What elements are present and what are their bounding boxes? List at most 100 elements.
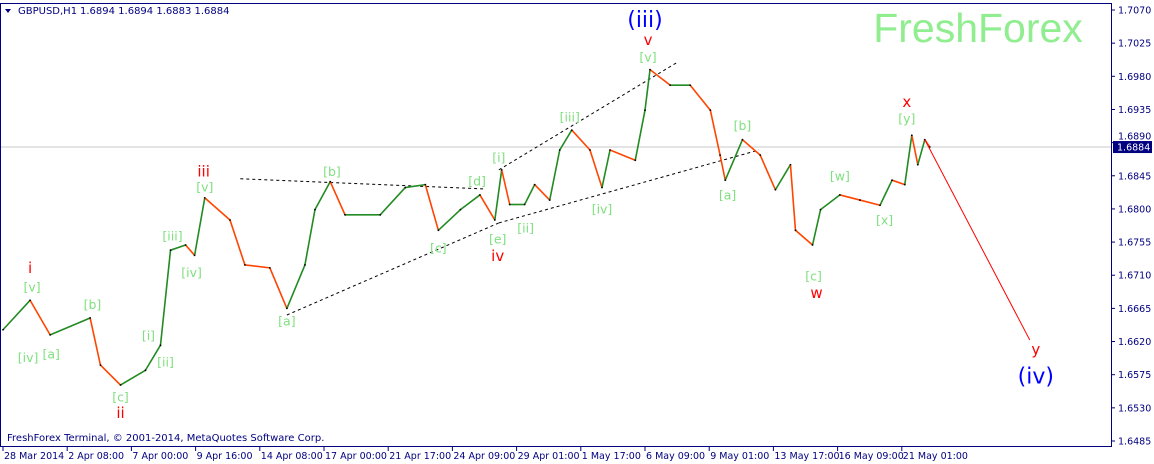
price-segment <box>559 129 573 151</box>
time-axis[interactable]: 28 Mar 2014 2 Apr 08:00 7 Apr 00:00 9 Apr 1… <box>2 447 968 462</box>
wave-label-minor: [iii] <box>162 229 182 244</box>
dashed-trendline[interactable] <box>240 178 486 190</box>
price-point <box>285 307 288 310</box>
price-segment <box>609 149 636 162</box>
price-segment <box>314 181 331 211</box>
price-segment <box>904 135 913 185</box>
wave-label-minor: [a] <box>719 187 736 202</box>
wave-label-minor: [a] <box>42 347 59 362</box>
price-point <box>719 154 721 157</box>
price-point <box>314 208 316 211</box>
price-point <box>709 109 712 112</box>
wave-label-minor: [c] <box>112 389 129 404</box>
wave-label-minor: [v] <box>639 50 656 65</box>
x-tick-label: 16 May 09:00 <box>839 451 904 462</box>
price-segment <box>304 209 316 266</box>
wave-label-minor: [y] <box>898 111 915 126</box>
wave-label-minor: [b] <box>84 297 102 312</box>
wave-label-minor: [c] <box>430 240 447 255</box>
dashed-trendline[interactable] <box>498 62 677 171</box>
price-segment <box>405 183 426 189</box>
y-tick-label: 1.6620 <box>1118 337 1151 348</box>
price-point <box>379 213 382 216</box>
price-point <box>184 244 187 246</box>
price-segment <box>644 69 651 111</box>
price-point <box>29 299 31 302</box>
projection-line-segment[interactable] <box>924 139 1031 341</box>
price-point <box>644 109 646 112</box>
price-segment <box>99 364 122 386</box>
y-tick-label: 1.6530 <box>1118 403 1151 414</box>
price-axis[interactable]: 1.7070 1.7025 1.6980 1.6935 1.6890 1.6845 1.68… <box>1111 6 1152 448</box>
wave-label-intermediate: v <box>644 31 653 49</box>
price-segment <box>437 209 461 231</box>
price-point <box>903 183 906 186</box>
price-point <box>508 203 511 206</box>
price-segment <box>29 299 51 336</box>
price-segment <box>523 184 536 205</box>
price-point <box>329 180 332 183</box>
wave-label-intermediate: x <box>902 93 911 111</box>
price-segment <box>379 187 406 216</box>
y-tick-label: 1.6845 <box>1118 171 1151 182</box>
price-point <box>344 213 346 216</box>
chart-ohlc: 1.6894 1.6894 1.6883 1.6884 <box>80 6 230 17</box>
x-tick-label: 2 Apr 08:00 <box>68 451 124 462</box>
price-point <box>49 334 52 336</box>
price-point <box>669 84 671 87</box>
price-segment <box>49 317 91 336</box>
price-series <box>2 68 931 386</box>
price-segment <box>724 139 744 181</box>
price-point <box>268 266 271 269</box>
price-point <box>634 159 637 162</box>
y-tick-label: 1.7070 <box>1118 6 1151 17</box>
price-point <box>479 194 481 196</box>
price-point <box>459 208 462 211</box>
x-tick-label: 1 May 17:00 <box>582 451 641 462</box>
price-segment <box>601 149 611 188</box>
price-point <box>570 129 573 131</box>
wave-label-major: (iv) <box>1018 364 1054 389</box>
price-segment <box>911 135 919 165</box>
price-segment <box>709 110 721 156</box>
price-point <box>558 149 561 151</box>
price-segment <box>634 110 646 161</box>
price-segment <box>741 139 761 156</box>
price-segment <box>859 199 881 207</box>
wave-label-minor: [a] <box>278 313 295 328</box>
price-segment <box>917 139 926 165</box>
wave-label-minor: [w] <box>830 168 850 183</box>
wave-label-minor: [e] <box>489 232 506 247</box>
wave-label-major: (iii) <box>627 8 663 33</box>
triangle-down-icon[interactable] <box>5 9 11 13</box>
price-point <box>548 199 551 201</box>
price-segment <box>719 154 727 181</box>
price-point <box>2 328 4 331</box>
price-segment <box>689 84 711 111</box>
price-segment <box>534 184 551 201</box>
price-segment <box>759 154 777 191</box>
price-segment <box>839 194 861 201</box>
price-segment <box>789 164 797 231</box>
x-tick-label: 29 Apr 01:00 <box>518 451 580 462</box>
price-point <box>724 179 727 182</box>
price-point <box>819 208 822 211</box>
current-price-label: 1.6884 <box>1117 143 1150 154</box>
price-segment <box>548 149 561 201</box>
wave-label-minor: [iv] <box>18 350 39 365</box>
price-segment <box>193 197 206 256</box>
wave-label-minor: [d] <box>468 173 486 188</box>
y-tick-label: 1.6755 <box>1118 238 1151 249</box>
chart-symbol: GBPUSD,H1 <box>18 6 77 17</box>
price-point <box>193 254 196 257</box>
price-point <box>243 264 246 266</box>
x-tick-label: 9 May 01:00 <box>710 451 769 462</box>
price-point <box>89 317 92 319</box>
price-segment <box>571 129 591 151</box>
copyright-footer: FreshForex Terminal, © 2001-2014, MetaQu… <box>7 433 324 444</box>
price-segment <box>820 194 841 211</box>
dashed-trendline[interactable] <box>286 222 500 316</box>
price-segment <box>494 169 503 221</box>
price-point <box>533 183 536 186</box>
